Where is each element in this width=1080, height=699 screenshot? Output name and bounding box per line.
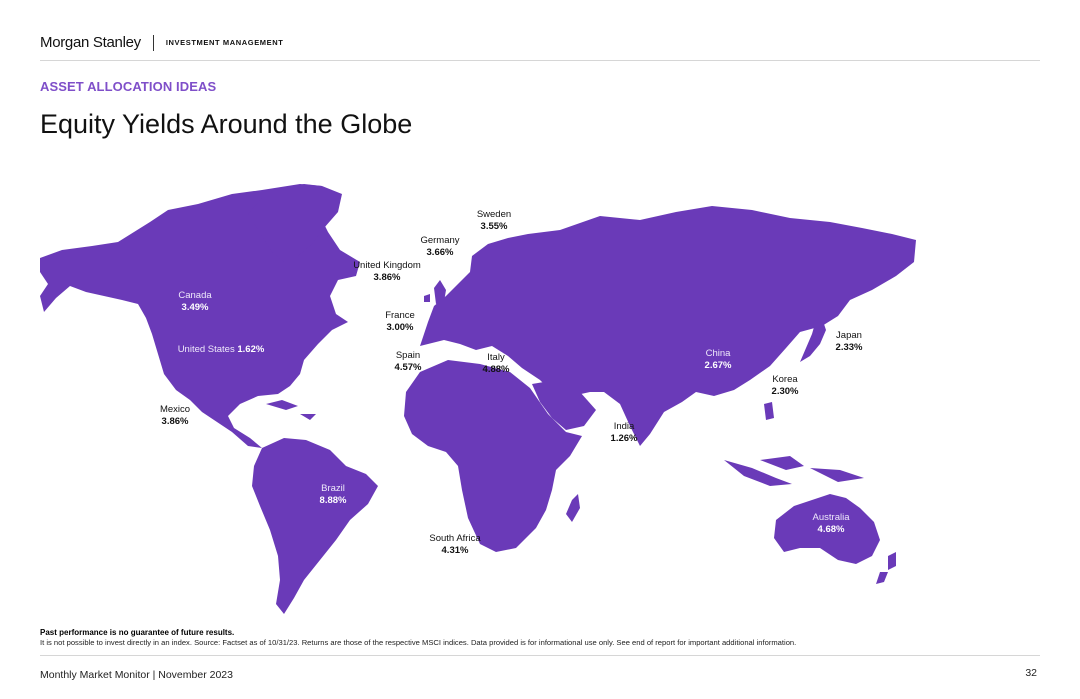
label-united-states: United States 1.62%: [177, 344, 265, 355]
australia-landmass: [774, 494, 880, 564]
disclaimer-bold: Past performance is no guarantee of futu…: [40, 628, 235, 637]
new-zealand-landmass: [876, 552, 896, 584]
label-united-kingdom: United Kingdom 3.86%: [353, 260, 421, 283]
footer-rule: [40, 655, 1040, 656]
label-australia: Australia 4.68%: [812, 512, 850, 535]
section-label: ASSET ALLOCATION IDEAS: [40, 79, 217, 94]
africa-landmass: [404, 360, 582, 552]
label-italy: Italy 4.88%: [482, 352, 510, 375]
label-mexico: Mexico 3.86%: [159, 404, 191, 427]
page-title: Equity Yields Around the Globe: [40, 109, 413, 139]
label-sweden: Sweden 3.55%: [476, 209, 512, 232]
south-america-landmass: [252, 438, 378, 614]
label-japan: Japan 2.33%: [835, 330, 863, 353]
greenland-landmass: [248, 184, 342, 262]
label-south-africa: South Africa 4.31%: [429, 533, 481, 556]
label-india: India 1.26%: [610, 421, 638, 444]
label-china: China 2.67%: [704, 348, 732, 371]
label-spain: Spain 4.57%: [394, 350, 422, 373]
label-canada: Canada 3.49%: [178, 290, 212, 313]
disclaimer-text: It is not possible to invest directly in…: [40, 638, 797, 647]
label-korea: Korea 2.30%: [771, 374, 799, 397]
label-brazil: Brazil 8.88%: [319, 483, 347, 506]
brand-division: INVESTMENT MANAGEMENT: [165, 38, 284, 47]
page-number: 32: [1025, 667, 1037, 679]
uk-landmass: [424, 280, 446, 304]
caribbean-islands: [266, 400, 316, 420]
brand-header: Morgan Stanley INVESTMENT MANAGEMENT: [40, 34, 283, 51]
footer-text: Monthly Market Monitor | November 2023: [40, 669, 233, 681]
japan-landmass: [800, 318, 826, 362]
label-germany: Germany 3.66%: [420, 235, 460, 258]
se-asia-islands: [724, 402, 864, 486]
madagascar-landmass: [566, 494, 580, 522]
brand-logo: Morgan Stanley: [40, 34, 141, 51]
brand-divider: [152, 34, 154, 51]
header-rule: [40, 60, 1040, 61]
label-france: France 3.00%: [385, 310, 415, 333]
eurasia-landmass: [420, 206, 916, 446]
arabia-landmass: [532, 380, 596, 430]
